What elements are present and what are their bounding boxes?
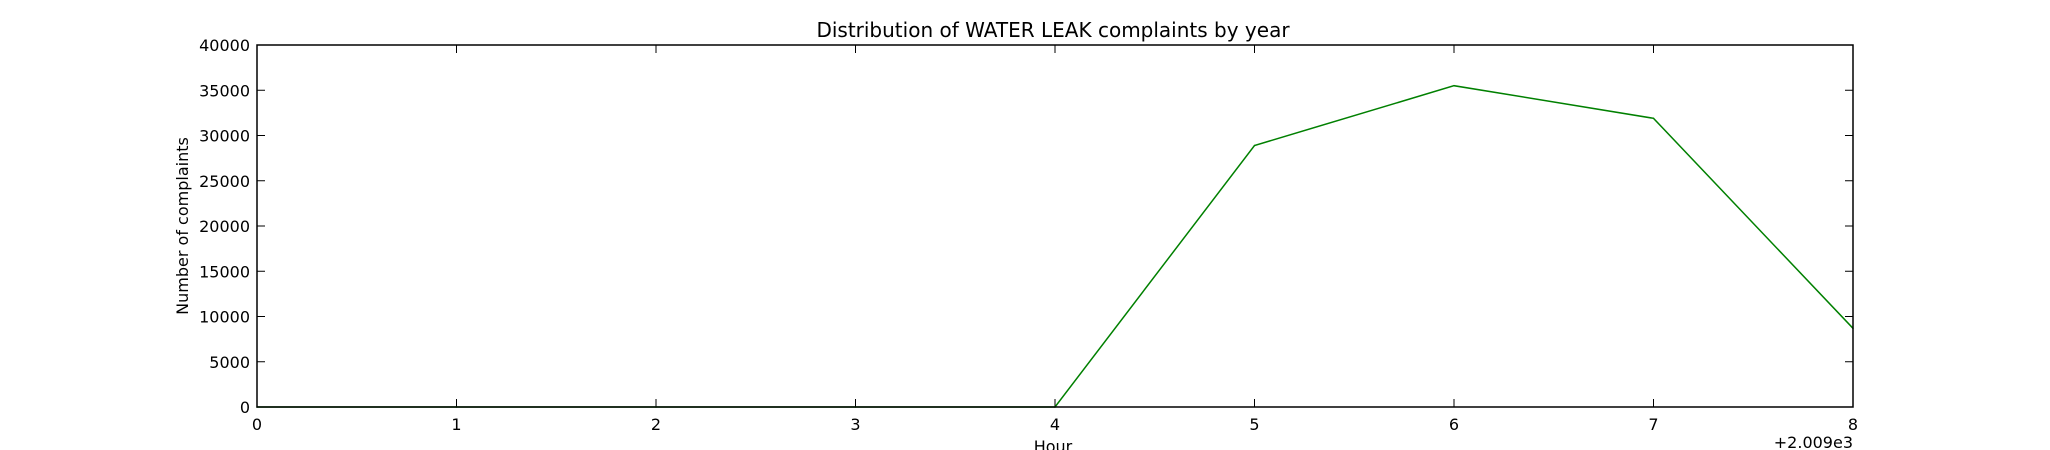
x-tick-label: 1 (451, 415, 461, 434)
x-tick-label: 7 (1648, 415, 1658, 434)
data-point (1453, 84, 1455, 87)
series-layer (256, 84, 1854, 408)
chart-title: Distribution of WATER LEAK complaints by… (816, 18, 1290, 42)
y-tick-label: 20000 (199, 217, 250, 236)
y-tick-label: 35000 (199, 81, 250, 100)
y-axis-ticks: 0 5000 10000 15000 20000 25000 30000 35000 40000 (199, 36, 1853, 417)
x-tick-label: 2 (651, 415, 661, 434)
y-tick-label: 5000 (209, 353, 250, 372)
x-tick-label: 6 (1449, 415, 1459, 434)
x-tick-label: 4 (1050, 415, 1060, 434)
x-tick-label: 0 (252, 415, 262, 434)
x-axis-label: Hour (1034, 437, 1073, 450)
y-tick-label: 25000 (199, 172, 250, 191)
plot-frame (256, 44, 1854, 408)
x-tick-label: 8 (1848, 415, 1858, 434)
data-point (1652, 117, 1655, 120)
x-tick-label: 5 (1249, 415, 1259, 434)
y-tick-label: 10000 (199, 308, 250, 327)
y-tick-label: 30000 (199, 127, 250, 146)
x-axis-offset-label: +2.009e3 (1774, 433, 1853, 450)
series-line (257, 84, 1854, 408)
y-axis-label: Number of complaints (173, 137, 192, 315)
y-tick-label: 0 (240, 398, 250, 417)
x-axis-ticks: 0 1 2 3 4 5 6 7 8 (252, 45, 1858, 434)
data-point (1253, 144, 1256, 147)
y-tick-label: 15000 (199, 262, 250, 281)
x-tick-label: 3 (850, 415, 860, 434)
y-tick-label: 40000 (199, 36, 250, 55)
